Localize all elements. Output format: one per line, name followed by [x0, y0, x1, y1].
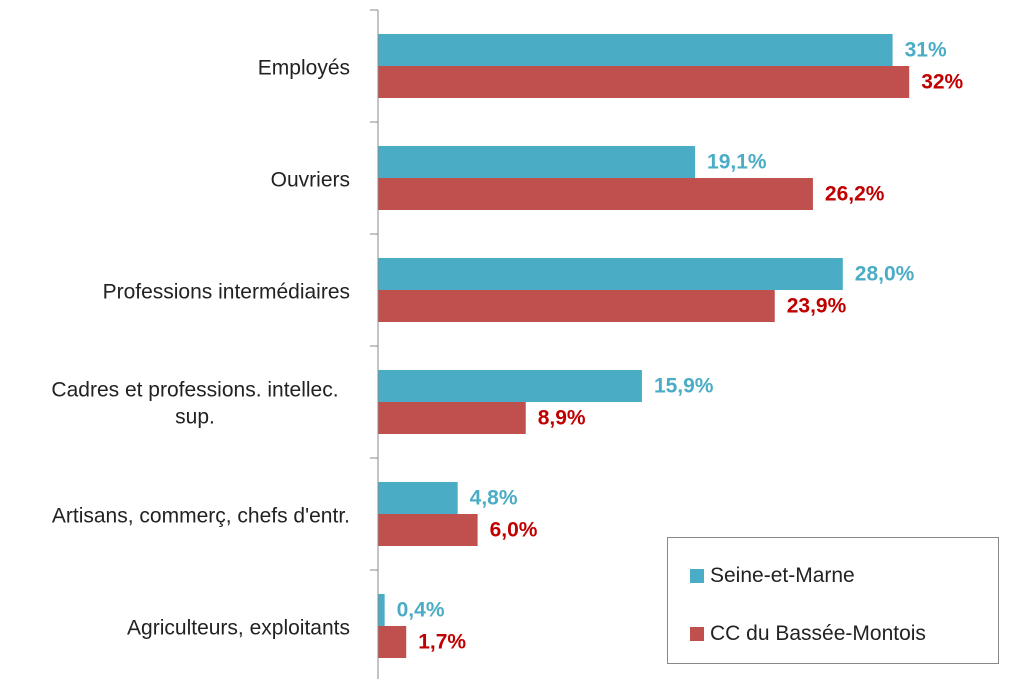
category-label: Artisans, commerç, chefs d'entr. [52, 502, 350, 529]
bar [378, 146, 696, 178]
bar [378, 626, 407, 658]
category-text: Ouvriers [270, 168, 350, 192]
category-text: Cadres et professions. intellec. sup. [51, 378, 339, 429]
bar [378, 290, 775, 322]
bar [378, 482, 458, 514]
category-label: Agriculteurs, exploitants [127, 614, 350, 641]
legend-swatch [690, 569, 704, 583]
category-text: Agriculteurs, exploitants [127, 616, 350, 640]
category-label: Professions intermédiaires [103, 278, 350, 305]
legend-label: CC du Bassée-Montois [710, 622, 926, 645]
bar [378, 594, 385, 626]
category-label: Cadres et professions. intellec. sup. [40, 377, 350, 432]
value-label: 0,4% [397, 599, 445, 622]
category-text: Employés [257, 56, 350, 80]
value-label: 19,1% [707, 151, 767, 174]
value-label: 4,8% [470, 487, 518, 510]
value-label: 26,2% [825, 183, 885, 206]
legend-item: Seine-et-Marne [690, 564, 855, 588]
category-label: Employés [258, 54, 350, 81]
category-text: Artisans, commerç, chefs d'entr. [51, 504, 350, 528]
legend: Seine-et-Marne CC du Bassée-Montois [667, 537, 999, 664]
bar [378, 178, 813, 210]
category-label: Ouvriers [271, 166, 350, 193]
value-label: 8,9% [538, 407, 586, 430]
legend-swatch [690, 627, 704, 641]
value-label: 23,9% [787, 295, 847, 318]
value-label: 6,0% [490, 519, 538, 542]
legend-item: CC du Bassée-Montois [690, 622, 926, 646]
legend-label: Seine-et-Marne [710, 564, 855, 587]
value-label: 28,0% [855, 263, 915, 286]
bar [378, 66, 910, 98]
bar [378, 370, 642, 402]
bar [378, 34, 893, 66]
value-label: 32% [921, 71, 963, 94]
bar [378, 514, 478, 546]
value-label: 15,9% [654, 375, 714, 398]
bar [378, 402, 526, 434]
value-label: 1,7% [418, 631, 466, 654]
category-text: Professions intermédiaires [102, 280, 350, 304]
value-label: 31% [905, 39, 947, 62]
bar [378, 258, 843, 290]
